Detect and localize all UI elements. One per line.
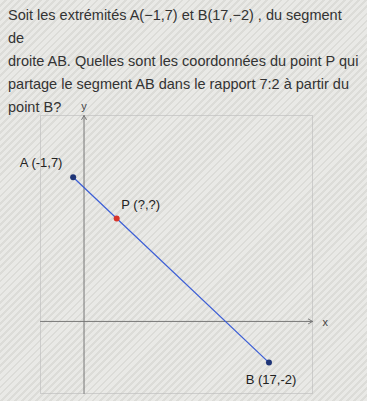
- svg-text:A (-1,7): A (-1,7): [20, 155, 63, 170]
- svg-text:B (17,-2): B (17,-2): [246, 372, 297, 387]
- svg-text:x: x: [323, 316, 329, 328]
- svg-text:y: y: [81, 100, 87, 112]
- svg-text:P (?,?): P (?,?): [121, 197, 160, 212]
